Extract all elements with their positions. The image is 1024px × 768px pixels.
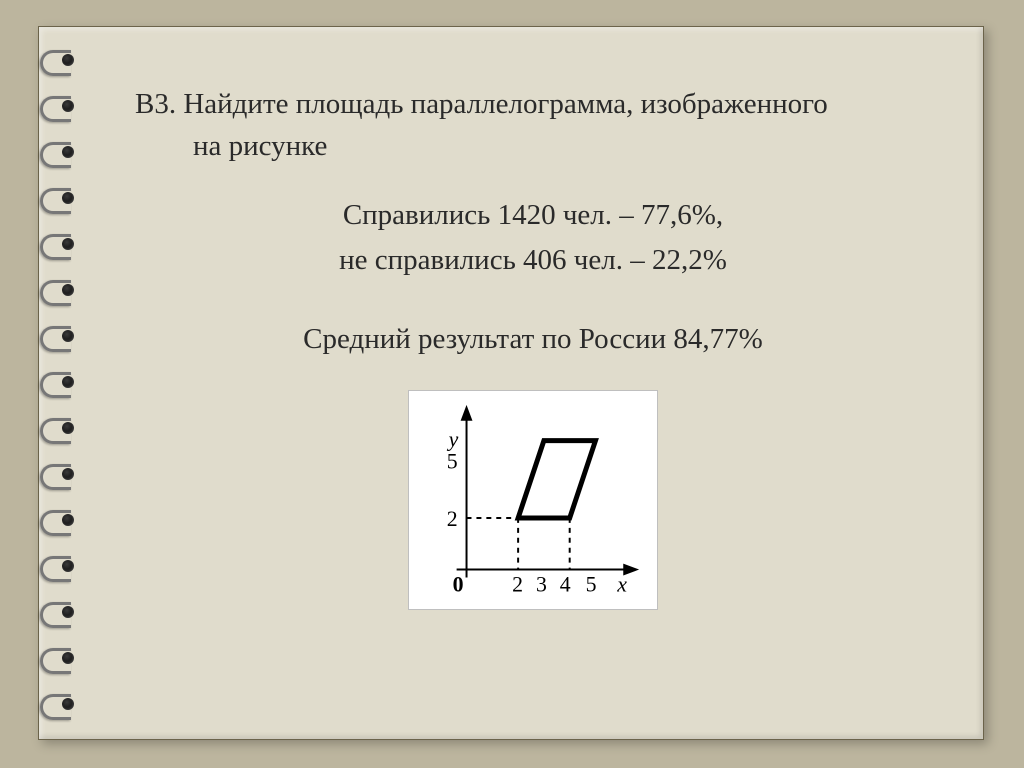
x-tick-3: 3 bbox=[536, 572, 547, 596]
slide-frame: В3. Найдите площадь параллелограмма, изо… bbox=[38, 26, 984, 740]
problem-line1: В3. Найдите площадь параллелограмма, изо… bbox=[135, 83, 931, 125]
x-axis-label: x bbox=[616, 572, 627, 596]
figure-box: y 5 2 0 2 3 4 5 x bbox=[408, 390, 658, 610]
problem-line2: на рисунке bbox=[135, 125, 931, 167]
y-axis-label: y bbox=[447, 427, 459, 451]
x-tick-2: 2 bbox=[512, 572, 523, 596]
stat-passed: Справились 1420 чел. – 77,6%, bbox=[135, 193, 931, 238]
y-tick-5: 5 bbox=[447, 449, 458, 473]
parallelogram-chart: y 5 2 0 2 3 4 5 x bbox=[409, 391, 657, 609]
stat-failed: не справились 406 чел. – 22,2% bbox=[135, 238, 931, 283]
stat-average: Средний результат по России 84,77% bbox=[135, 317, 931, 362]
y-tick-2: 2 bbox=[447, 507, 458, 531]
x-tick-4: 4 bbox=[560, 572, 571, 596]
problem-text: В3. Найдите площадь параллелограмма, изо… bbox=[135, 83, 931, 167]
origin-label: 0 bbox=[453, 572, 464, 596]
slide-content: В3. Найдите площадь параллелограмма, изо… bbox=[135, 83, 931, 610]
x-tick-5: 5 bbox=[586, 572, 597, 596]
